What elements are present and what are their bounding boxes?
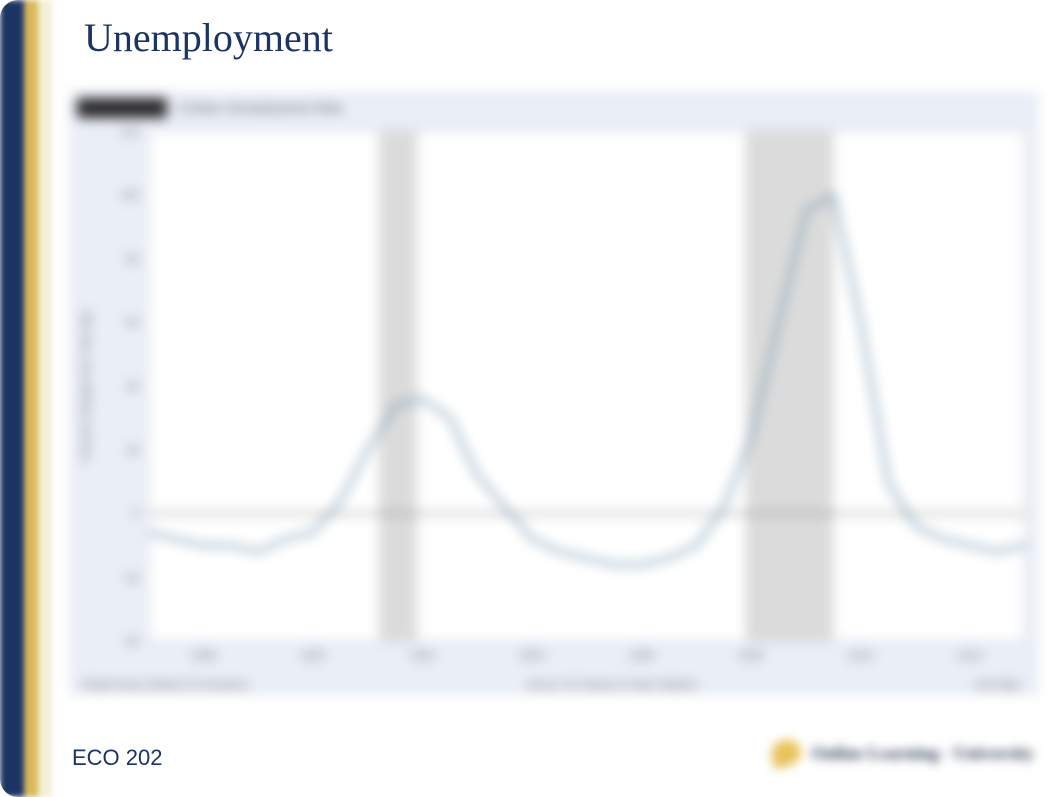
svg-text:2000: 2000 xyxy=(301,650,325,662)
slide: Unemployment Civilian Unemployment Rate … xyxy=(0,0,1062,797)
svg-text:60: 60 xyxy=(127,317,139,329)
svg-text:100: 100 xyxy=(121,190,139,202)
svg-text:20: 20 xyxy=(127,445,139,457)
stripe-gold xyxy=(24,0,38,797)
chart-plot: -40 -20 0 20 40 60 80 100 120 1998 2000 2002 2004 200… xyxy=(71,123,1037,669)
svg-text:2002: 2002 xyxy=(410,650,434,662)
page-title: Unemployment xyxy=(84,14,333,61)
chart-svg: -40 -20 0 20 40 60 80 100 120 1998 2000 2002 2004 200… xyxy=(71,123,1037,669)
svg-text:-20: -20 xyxy=(123,572,139,584)
chart-footer: Shaded areas indicate US recessions. Sou… xyxy=(71,680,1037,691)
svg-text:2006: 2006 xyxy=(629,650,653,662)
side-stripe xyxy=(0,0,52,797)
svg-text:40: 40 xyxy=(127,381,139,393)
svg-text:1998: 1998 xyxy=(191,650,215,662)
chart-footer-right: myf.red/g/... xyxy=(974,680,1027,691)
svg-text:80: 80 xyxy=(127,253,139,265)
chart-container: Civilian Unemployment Rate -40 -20 0 20 40 60… xyxy=(70,92,1038,694)
logo-text: Online Learning · University xyxy=(811,743,1034,764)
svg-text:2012: 2012 xyxy=(958,650,982,662)
institution-logo: Online Learning · University xyxy=(734,729,1034,777)
course-code: ECO 202 xyxy=(72,745,163,771)
svg-text:Percent Change from Year Ago: Percent Change from Year Ago xyxy=(80,311,92,462)
svg-text:0: 0 xyxy=(133,509,139,521)
chart-subtitle: Civilian Unemployment Rate xyxy=(179,101,343,115)
chart-header: Civilian Unemployment Rate xyxy=(71,93,1037,123)
svg-text:2010: 2010 xyxy=(849,650,873,662)
chart-footer-left: Shaded areas indicate US recessions. xyxy=(81,680,251,691)
svg-text:120: 120 xyxy=(121,126,139,138)
stripe-cream xyxy=(38,0,52,797)
chart-footer-center: Source: US. Bureau of Labor Statistics xyxy=(527,680,698,691)
svg-text:2008: 2008 xyxy=(739,650,763,662)
svg-text:-40: -40 xyxy=(123,636,139,648)
chart-source-badge xyxy=(77,98,167,118)
svg-text:2004: 2004 xyxy=(520,650,544,662)
stripe-navy xyxy=(0,0,24,797)
logo-mark-icon xyxy=(769,737,805,770)
